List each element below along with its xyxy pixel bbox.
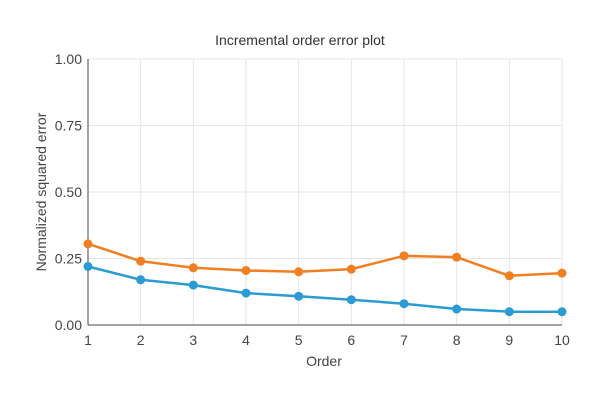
x-tick-label: 7 [400, 332, 408, 348]
x-tick-label: 1 [84, 332, 92, 348]
data-point [294, 267, 304, 277]
x-tick-label: 6 [347, 332, 355, 348]
y-tick-label: 0.50 [55, 184, 82, 200]
x-tick-label: 2 [137, 332, 145, 348]
data-point [504, 307, 514, 317]
series-line [87, 265, 562, 313]
data-point [188, 280, 198, 290]
x-tick-label: 9 [505, 332, 513, 348]
y-tick-label: 0.25 [55, 251, 82, 267]
series-1 [83, 239, 567, 281]
y-tick-label: 1.00 [55, 51, 82, 67]
data-point [294, 291, 304, 301]
data-point [188, 263, 198, 273]
x-axis-label: Order [306, 353, 342, 369]
x-tick-label: 10 [554, 332, 570, 348]
data-point [504, 271, 514, 281]
x-tick-label: 4 [242, 332, 250, 348]
x-tick-label: 5 [295, 332, 303, 348]
data-point [557, 307, 567, 317]
data-point [346, 295, 356, 305]
data-point [83, 261, 93, 271]
y-tick-label: 0.00 [55, 317, 82, 333]
series-line [87, 242, 563, 278]
data-point [241, 288, 251, 298]
series-2 [83, 261, 567, 317]
chart-title: Incremental order error plot [215, 32, 385, 48]
data-point [557, 268, 567, 278]
x-tick-label: 3 [189, 332, 197, 348]
data-point [346, 264, 356, 274]
grid-layer [87, 58, 563, 326]
data-point [136, 275, 146, 285]
y-tick-label: 0.75 [55, 118, 82, 134]
y-axis-label: Normalized squared error [33, 112, 49, 271]
series-layer [83, 239, 567, 317]
data-point [399, 299, 409, 309]
axis-layer: 1 2 3 4 5 6 7 8 9 10 0.00 0.25 0.50 0.75 1.00 [55, 51, 570, 348]
data-point [452, 304, 462, 314]
data-point [83, 239, 93, 249]
data-point [452, 252, 462, 262]
x-tick-label: 8 [453, 332, 461, 348]
data-point [399, 251, 409, 261]
data-point [136, 256, 146, 266]
data-point [241, 265, 251, 275]
